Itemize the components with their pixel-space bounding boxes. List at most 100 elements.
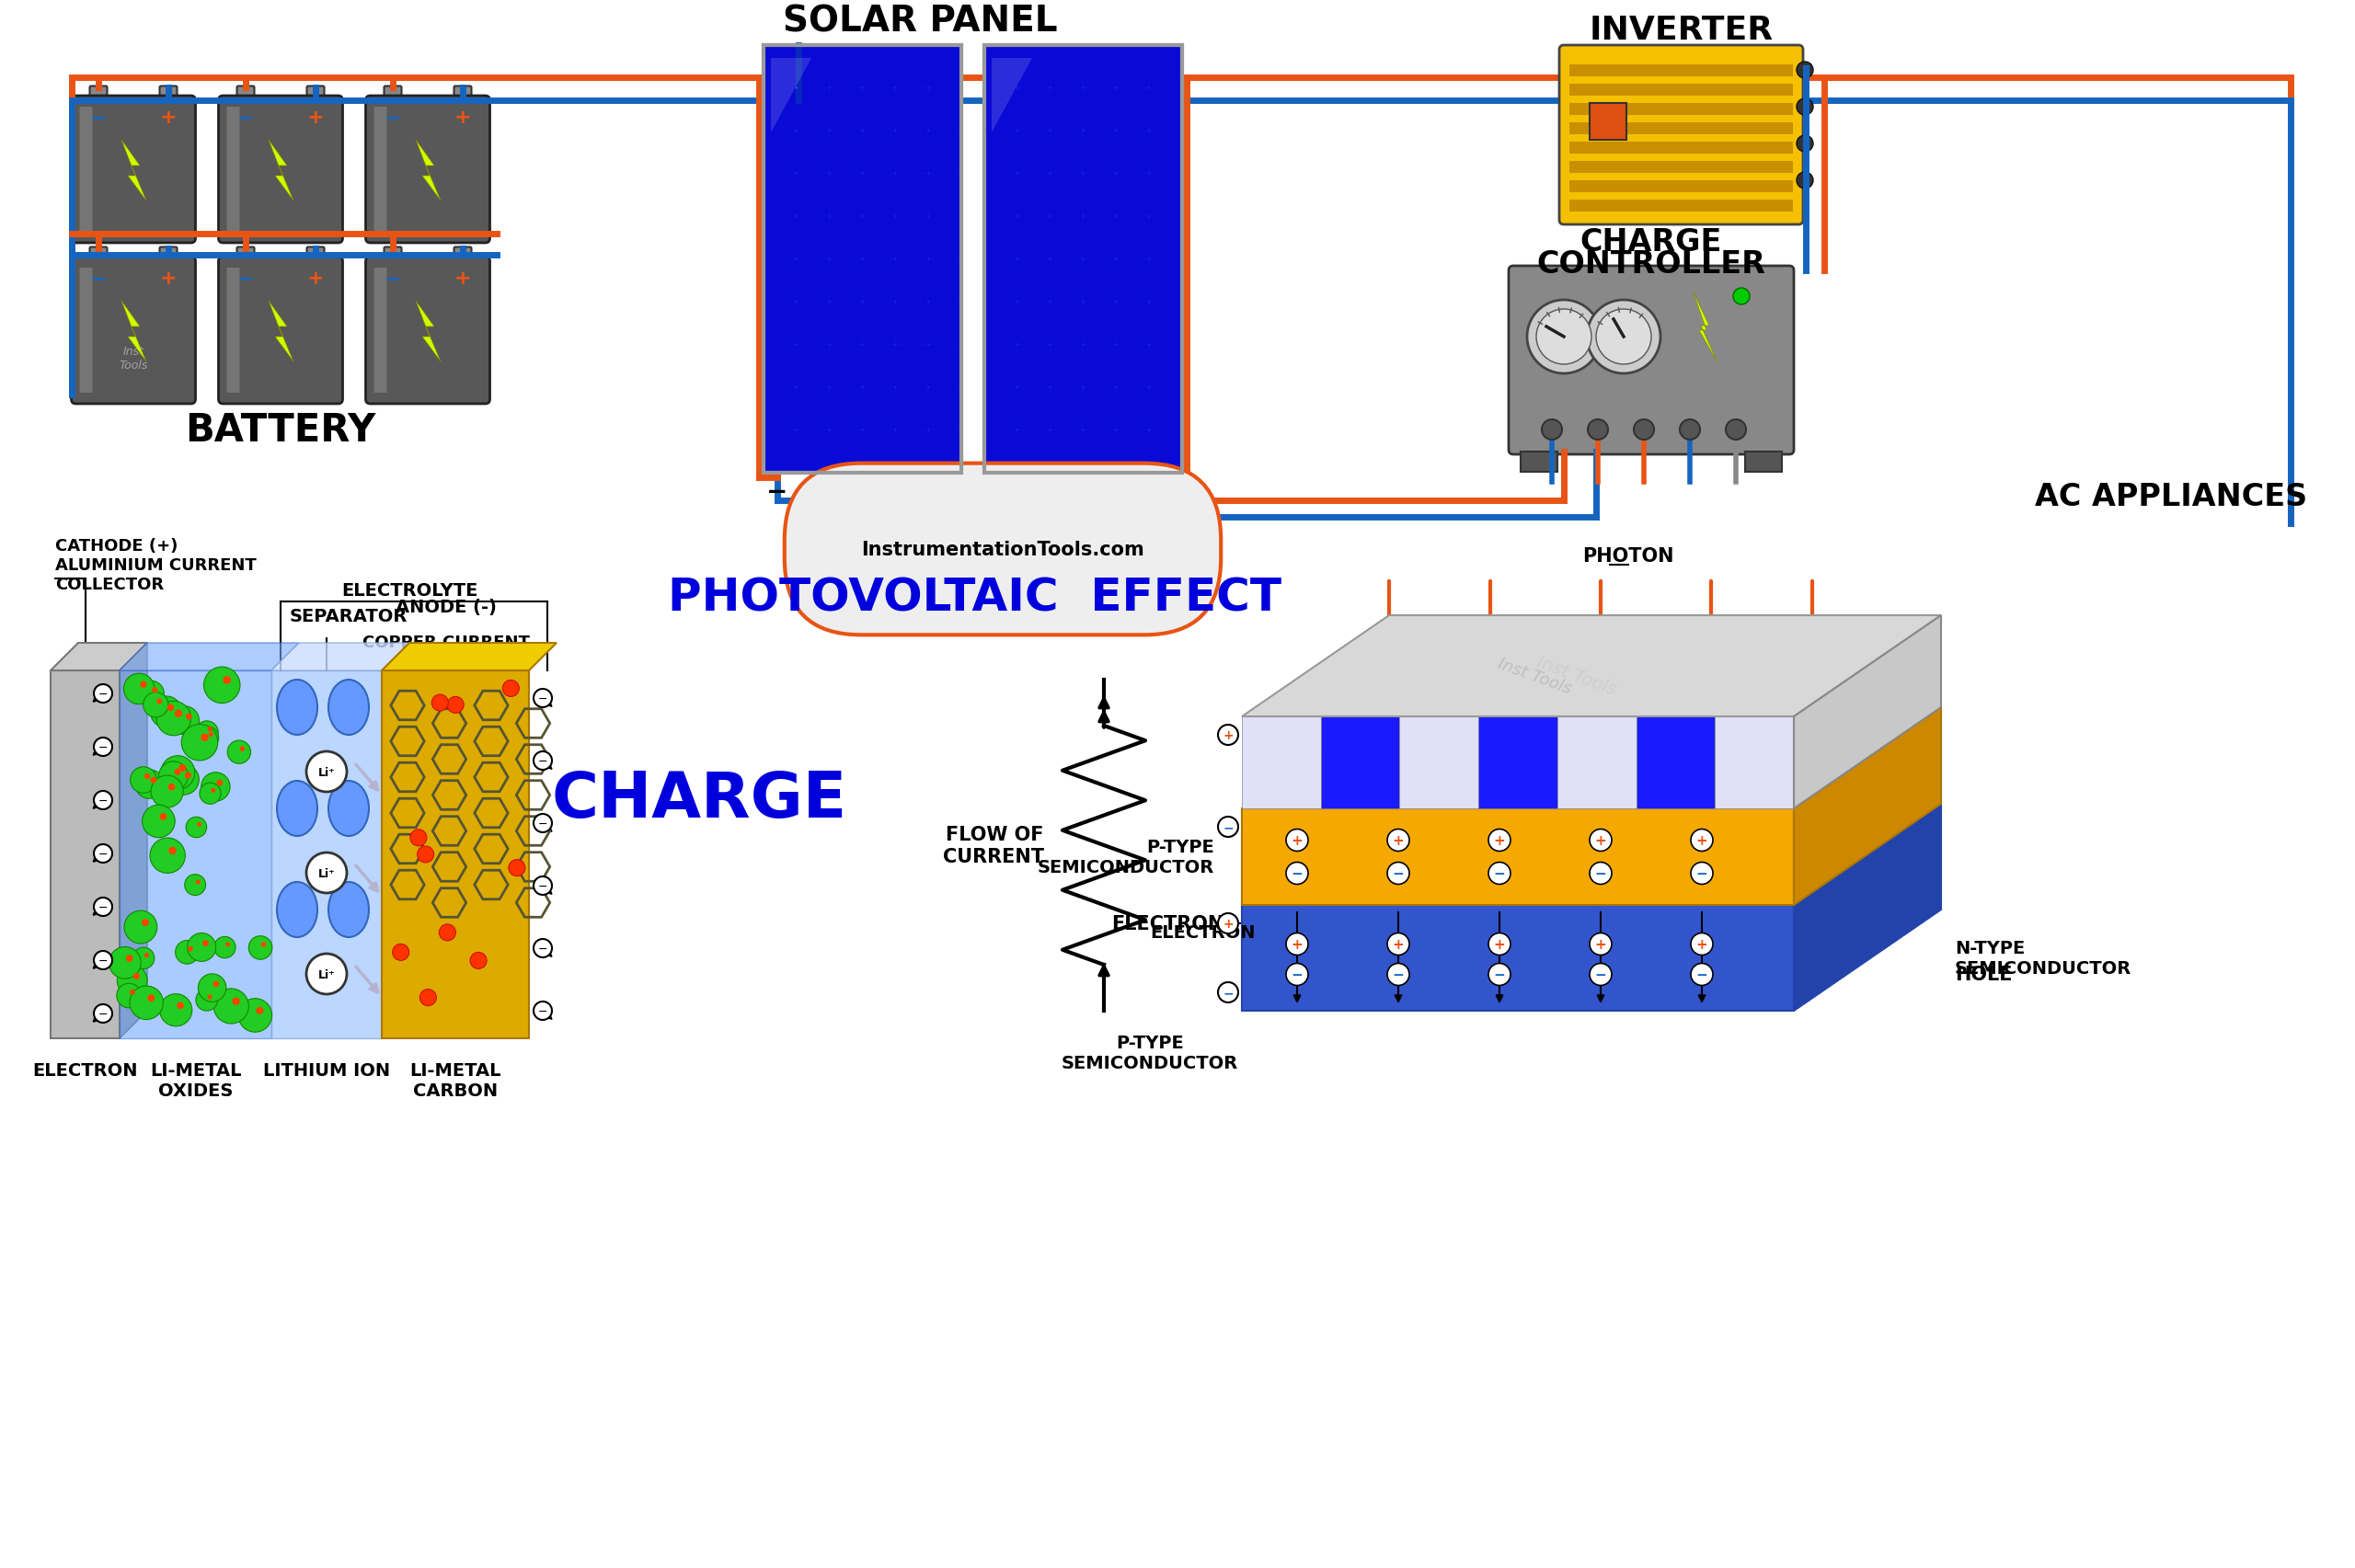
Circle shape <box>155 701 191 735</box>
Polygon shape <box>122 301 146 362</box>
Circle shape <box>1387 964 1408 986</box>
Text: −: − <box>1696 967 1707 982</box>
FancyBboxPatch shape <box>1083 431 1116 474</box>
Text: Inst
Tools: Inst Tools <box>120 345 148 372</box>
Circle shape <box>1587 301 1660 375</box>
Circle shape <box>502 681 518 698</box>
FancyBboxPatch shape <box>1149 260 1182 303</box>
Polygon shape <box>49 643 148 671</box>
Circle shape <box>471 953 487 969</box>
Circle shape <box>139 682 146 688</box>
FancyBboxPatch shape <box>1017 216 1050 260</box>
FancyBboxPatch shape <box>928 174 961 216</box>
FancyBboxPatch shape <box>226 108 240 232</box>
Text: +: + <box>160 108 177 127</box>
Circle shape <box>94 792 113 809</box>
Text: SOLAR PANEL: SOLAR PANEL <box>782 3 1057 39</box>
Text: −: − <box>89 270 106 287</box>
FancyBboxPatch shape <box>928 216 961 260</box>
Polygon shape <box>1795 707 1941 905</box>
Text: COPPER CURRENT
COLLECTOR: COPPER CURRENT COLLECTOR <box>363 633 530 670</box>
Ellipse shape <box>327 781 370 836</box>
Text: −: − <box>1392 867 1404 881</box>
Circle shape <box>1218 914 1239 935</box>
Text: +: + <box>1222 729 1234 742</box>
FancyBboxPatch shape <box>1149 431 1182 474</box>
FancyBboxPatch shape <box>1017 45 1050 89</box>
FancyBboxPatch shape <box>829 89 862 132</box>
FancyBboxPatch shape <box>1559 45 1804 226</box>
Text: −: − <box>99 1008 108 1019</box>
Text: +: + <box>1291 834 1302 847</box>
Circle shape <box>1218 817 1239 837</box>
FancyBboxPatch shape <box>763 216 796 260</box>
Text: −: − <box>537 693 549 704</box>
Circle shape <box>1691 964 1712 986</box>
FancyBboxPatch shape <box>1017 345 1050 387</box>
FancyBboxPatch shape <box>160 86 177 102</box>
Polygon shape <box>1795 804 1941 1011</box>
FancyBboxPatch shape <box>796 345 829 387</box>
Bar <box>1568 66 1792 77</box>
Text: AC APPLIANCES: AC APPLIANCES <box>2035 481 2308 511</box>
FancyBboxPatch shape <box>80 108 92 232</box>
Circle shape <box>184 875 205 895</box>
FancyBboxPatch shape <box>862 89 895 132</box>
FancyBboxPatch shape <box>306 248 325 263</box>
FancyBboxPatch shape <box>1083 260 1116 303</box>
Polygon shape <box>1241 804 1941 905</box>
FancyBboxPatch shape <box>1116 260 1149 303</box>
Circle shape <box>535 877 551 895</box>
FancyBboxPatch shape <box>1050 174 1083 216</box>
Circle shape <box>1526 301 1601 375</box>
Circle shape <box>153 688 158 693</box>
Text: P-TYPE
SEMICONDUCTOR: P-TYPE SEMICONDUCTOR <box>1039 839 1215 877</box>
FancyBboxPatch shape <box>374 268 386 394</box>
Text: −: − <box>987 478 1008 505</box>
FancyBboxPatch shape <box>1017 387 1050 431</box>
FancyBboxPatch shape <box>895 45 928 89</box>
Bar <box>1521 452 1557 472</box>
Circle shape <box>151 839 186 873</box>
FancyBboxPatch shape <box>1149 174 1182 216</box>
Circle shape <box>144 693 167 718</box>
Text: FLOW OF
CURRENT: FLOW OF CURRENT <box>942 826 1043 866</box>
Bar <box>1568 143 1792 154</box>
Text: +: + <box>1392 834 1404 847</box>
Bar <box>984 45 1182 474</box>
Text: −: − <box>1493 967 1505 982</box>
Circle shape <box>217 779 224 786</box>
Text: −: − <box>238 270 254 287</box>
Circle shape <box>125 674 155 704</box>
FancyBboxPatch shape <box>1083 174 1116 216</box>
Circle shape <box>1488 862 1510 884</box>
Text: −: − <box>99 902 108 913</box>
FancyBboxPatch shape <box>895 216 928 260</box>
Text: +: + <box>1696 938 1707 952</box>
FancyBboxPatch shape <box>1050 260 1083 303</box>
Circle shape <box>170 707 200 735</box>
Circle shape <box>431 695 447 712</box>
FancyBboxPatch shape <box>89 86 108 102</box>
Circle shape <box>130 986 162 1019</box>
Text: −: − <box>99 688 108 699</box>
Circle shape <box>393 944 410 961</box>
Polygon shape <box>991 60 1031 133</box>
Circle shape <box>203 941 210 947</box>
FancyBboxPatch shape <box>1116 387 1149 431</box>
Bar <box>1568 103 1792 116</box>
FancyBboxPatch shape <box>895 174 928 216</box>
Circle shape <box>125 911 158 944</box>
FancyBboxPatch shape <box>226 268 240 394</box>
Circle shape <box>509 859 525 877</box>
FancyBboxPatch shape <box>1116 303 1149 345</box>
Text: ANODE (-): ANODE (-) <box>396 599 497 616</box>
Circle shape <box>1797 99 1813 116</box>
Circle shape <box>198 728 219 748</box>
FancyBboxPatch shape <box>763 89 796 132</box>
Circle shape <box>198 974 226 1002</box>
FancyBboxPatch shape <box>862 387 895 431</box>
Circle shape <box>198 823 203 826</box>
FancyBboxPatch shape <box>829 260 862 303</box>
Circle shape <box>1387 862 1408 884</box>
